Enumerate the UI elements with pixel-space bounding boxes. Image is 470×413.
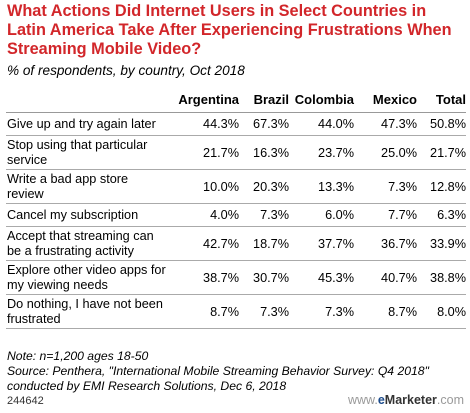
data-cell: 6.0% bbox=[289, 203, 354, 227]
data-cell: 44.3% bbox=[168, 112, 239, 136]
data-cell: 21.7% bbox=[168, 135, 239, 170]
column-header-argentina: Argentina bbox=[168, 89, 239, 113]
chart-id: 244642 bbox=[7, 395, 44, 407]
table-row: Cancel my subscription 4.0% 7.3% 6.0% 7.… bbox=[6, 203, 466, 227]
data-cell: 7.3% bbox=[289, 294, 354, 329]
data-cell: 21.7% bbox=[417, 135, 466, 170]
row-label: Explore other video apps for my viewing … bbox=[6, 260, 168, 295]
chart-subtitle: % of respondents, by country, Oct 2018 bbox=[7, 63, 245, 78]
column-header-brazil: Brazil bbox=[239, 89, 289, 113]
data-cell: 7.3% bbox=[239, 203, 289, 227]
data-cell: 10.0% bbox=[168, 169, 239, 204]
brand-marketer: Marketer bbox=[384, 393, 437, 407]
data-cell: 16.3% bbox=[239, 135, 289, 170]
table-row: Accept that streaming can be a frustrati… bbox=[6, 226, 466, 261]
data-cell: 13.3% bbox=[289, 169, 354, 204]
data-table: Argentina Brazil Colombia Mexico Total G… bbox=[6, 89, 466, 329]
row-label: Do nothing, I have not been frustrated bbox=[6, 294, 168, 329]
data-cell: 30.7% bbox=[239, 260, 289, 295]
row-label: Accept that streaming can be a frustrati… bbox=[6, 226, 168, 261]
data-cell: 40.7% bbox=[354, 260, 417, 295]
data-cell: 18.7% bbox=[239, 226, 289, 261]
data-cell: 23.7% bbox=[289, 135, 354, 170]
row-label: Give up and try again later bbox=[6, 112, 168, 136]
table-row: Do nothing, I have not been frustrated 8… bbox=[6, 294, 466, 329]
header-row: Argentina Brazil Colombia Mexico Total bbox=[6, 89, 466, 113]
table-row: Explore other video apps for my viewing … bbox=[6, 260, 466, 295]
data-cell: 33.9% bbox=[417, 226, 466, 261]
data-cell: 44.0% bbox=[289, 112, 354, 136]
data-cell: 37.7% bbox=[289, 226, 354, 261]
table-row: Write a bad app store review 10.0% 20.3%… bbox=[6, 169, 466, 204]
data-cell: 7.3% bbox=[354, 169, 417, 204]
table-row: Stop using that particular service 21.7%… bbox=[6, 135, 466, 170]
source-text: Source: Penthera, "International Mobile … bbox=[7, 364, 429, 393]
data-cell: 50.8% bbox=[417, 112, 466, 136]
brand-prefix: www. bbox=[347, 393, 378, 407]
data-cell: 7.3% bbox=[239, 294, 289, 329]
column-header-mexico: Mexico bbox=[354, 89, 417, 113]
data-cell: 47.3% bbox=[354, 112, 417, 136]
row-label: Cancel my subscription bbox=[6, 203, 168, 227]
data-cell: 20.3% bbox=[239, 169, 289, 204]
emarketer-logo[interactable]: www.eMarketer.com bbox=[348, 393, 464, 407]
data-cell: 25.0% bbox=[354, 135, 417, 170]
data-cell: 8.7% bbox=[354, 294, 417, 329]
brand-suffix: .com bbox=[436, 393, 464, 407]
chart-title: What Actions Did Internet Users in Selec… bbox=[7, 2, 452, 58]
data-cell: 36.7% bbox=[354, 226, 417, 261]
data-cell: 7.7% bbox=[354, 203, 417, 227]
data-cell: 38.7% bbox=[168, 260, 239, 295]
data-cell: 8.0% bbox=[417, 294, 466, 329]
table-row: Give up and try again later 44.3% 67.3% … bbox=[6, 112, 466, 136]
data-cell: 4.0% bbox=[168, 203, 239, 227]
row-label: Write a bad app store review bbox=[6, 169, 168, 204]
data-cell: 12.8% bbox=[417, 169, 466, 204]
column-header-total: Total bbox=[417, 89, 466, 113]
data-cell: 42.7% bbox=[168, 226, 239, 261]
note-text: Note: n=1,200 ages 18-50 bbox=[7, 349, 149, 363]
chart-footnote: Note: n=1,200 ages 18-50 Source: Penther… bbox=[7, 349, 467, 394]
corner-header bbox=[6, 89, 168, 113]
data-cell: 67.3% bbox=[239, 112, 289, 136]
row-label: Stop using that particular service bbox=[6, 135, 168, 170]
data-cell: 6.3% bbox=[417, 203, 466, 227]
brand-e: e bbox=[377, 393, 385, 407]
data-cell: 38.8% bbox=[417, 260, 466, 295]
data-cell: 45.3% bbox=[289, 260, 354, 295]
column-header-colombia: Colombia bbox=[289, 89, 354, 113]
data-cell: 8.7% bbox=[168, 294, 239, 329]
